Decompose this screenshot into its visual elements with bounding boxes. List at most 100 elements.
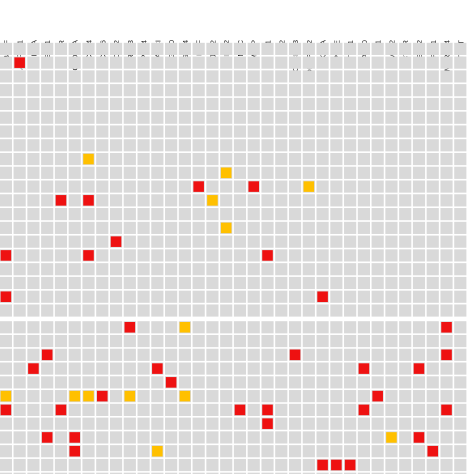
empty-cell bbox=[385, 263, 398, 276]
empty-cell bbox=[454, 263, 467, 276]
empty-cell bbox=[426, 403, 439, 416]
empty-cell bbox=[41, 221, 54, 234]
empty-cell bbox=[206, 263, 219, 276]
alteration-cell-red bbox=[0, 291, 12, 303]
empty-cell bbox=[440, 152, 453, 166]
empty-cell bbox=[385, 362, 398, 375]
empty-cell bbox=[96, 445, 109, 458]
empty-cell bbox=[426, 152, 439, 166]
empty-cell bbox=[302, 97, 315, 111]
empty-cell bbox=[302, 84, 315, 97]
empty-cell bbox=[192, 458, 205, 472]
empty-cell bbox=[109, 431, 123, 444]
empty-cell bbox=[344, 139, 357, 152]
empty-cell bbox=[123, 304, 136, 317]
empty-cell bbox=[316, 166, 329, 179]
empty-cell bbox=[316, 362, 329, 375]
empty-cell bbox=[454, 376, 467, 389]
alteration-cell-red bbox=[289, 349, 301, 361]
empty-cell bbox=[371, 84, 384, 97]
empty-cell bbox=[41, 208, 54, 221]
empty-cell bbox=[206, 221, 219, 234]
empty-cell bbox=[357, 125, 370, 138]
empty-cell bbox=[109, 166, 123, 179]
empty-cell bbox=[137, 376, 150, 389]
empty-cell bbox=[412, 376, 426, 389]
empty-cell bbox=[399, 70, 412, 83]
empty-cell bbox=[330, 431, 343, 444]
empty-cell bbox=[233, 431, 247, 444]
empty-cell bbox=[165, 445, 178, 458]
empty-cell bbox=[68, 139, 81, 152]
empty-cell bbox=[82, 362, 95, 375]
empty-cell bbox=[412, 235, 426, 248]
empty-cell bbox=[344, 348, 357, 361]
empty-cell bbox=[330, 84, 343, 97]
empty-cell bbox=[316, 445, 329, 458]
empty-cell bbox=[302, 321, 315, 334]
empty-cell bbox=[165, 139, 178, 152]
empty-cell bbox=[151, 194, 164, 207]
empty-cell bbox=[206, 208, 219, 221]
empty-cell bbox=[330, 152, 343, 166]
empty-cell bbox=[109, 139, 123, 152]
empty-cell bbox=[316, 221, 329, 234]
empty-cell bbox=[316, 208, 329, 221]
empty-cell bbox=[96, 304, 109, 317]
empty-cell bbox=[54, 431, 68, 444]
empty-cell bbox=[357, 139, 370, 152]
empty-cell bbox=[371, 166, 384, 179]
empty-cell bbox=[385, 445, 398, 458]
empty-cell bbox=[302, 390, 315, 403]
empty-cell bbox=[192, 97, 205, 111]
empty-cell bbox=[371, 472, 384, 474]
empty-cell bbox=[109, 125, 123, 138]
empty-cell bbox=[27, 348, 40, 361]
empty-cell bbox=[151, 42, 164, 55]
empty-cell bbox=[247, 472, 260, 474]
empty-cell bbox=[220, 194, 233, 207]
empty-cell bbox=[109, 111, 123, 124]
empty-cell bbox=[385, 70, 398, 83]
empty-cell bbox=[96, 180, 109, 193]
empty-cell bbox=[165, 403, 178, 416]
empty-cell bbox=[13, 445, 26, 458]
empty-cell bbox=[68, 84, 81, 97]
empty-cell bbox=[41, 70, 54, 83]
empty-cell bbox=[371, 221, 384, 234]
empty-cell bbox=[27, 97, 40, 111]
empty-cell bbox=[220, 263, 233, 276]
empty-cell bbox=[68, 472, 81, 474]
empty-cell bbox=[41, 235, 54, 248]
empty-cell bbox=[275, 221, 288, 234]
empty-cell bbox=[68, 458, 81, 472]
empty-cell bbox=[13, 334, 26, 348]
empty-cell bbox=[109, 194, 123, 207]
empty-cell bbox=[165, 334, 178, 348]
empty-cell bbox=[426, 390, 439, 403]
empty-cell bbox=[151, 125, 164, 138]
empty-cell bbox=[220, 125, 233, 138]
alteration-cell-red bbox=[441, 322, 452, 333]
empty-cell bbox=[233, 458, 247, 472]
empty-cell bbox=[330, 235, 343, 248]
empty-cell bbox=[385, 42, 398, 55]
empty-cell bbox=[385, 290, 398, 303]
empty-cell bbox=[288, 390, 302, 403]
empty-cell bbox=[247, 111, 260, 124]
empty-cell bbox=[316, 125, 329, 138]
empty-cell bbox=[13, 458, 26, 472]
empty-cell bbox=[54, 445, 68, 458]
empty-cell bbox=[123, 263, 136, 276]
empty-cell bbox=[109, 403, 123, 416]
empty-cell bbox=[54, 139, 68, 152]
empty-cell bbox=[27, 417, 40, 430]
empty-cell bbox=[68, 290, 81, 303]
empty-cell bbox=[275, 111, 288, 124]
empty-cell bbox=[54, 125, 68, 138]
empty-cell bbox=[0, 348, 12, 361]
empty-cell bbox=[412, 221, 426, 234]
empty-cell bbox=[247, 249, 260, 262]
empty-cell bbox=[54, 276, 68, 290]
empty-cell bbox=[151, 56, 164, 69]
